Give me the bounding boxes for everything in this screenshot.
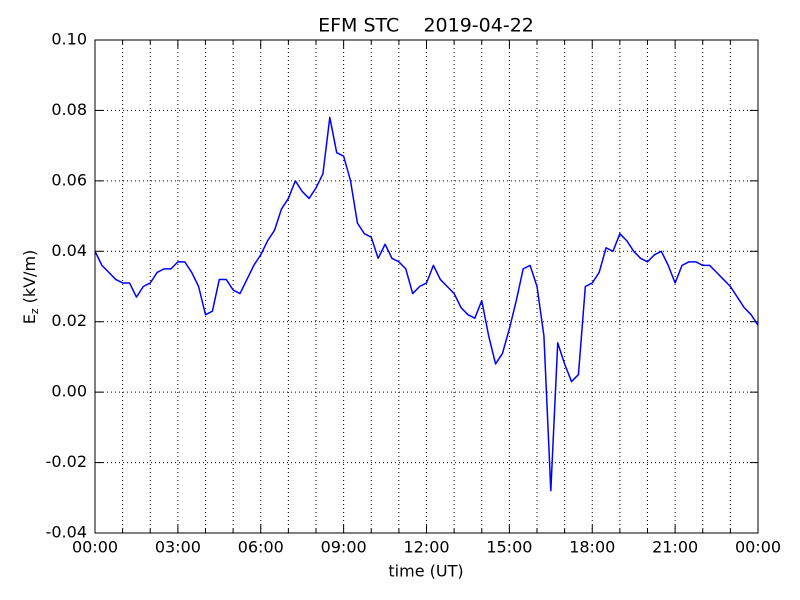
y-label-unit: (kV/m) (20, 250, 39, 304)
x-tick-label: 00:00 (72, 538, 118, 557)
x-tick-label: 21:00 (652, 538, 698, 557)
x-tick-label: 03:00 (155, 538, 201, 557)
y-label-main: E (20, 314, 39, 324)
y-tick-label: 0.06 (51, 170, 87, 189)
y-tick-label: -0.04 (46, 523, 87, 542)
data-line (94, 116, 759, 492)
y-tick-label: 0.00 (51, 382, 87, 401)
y-tick-label: -0.02 (46, 452, 87, 471)
x-axis-label: time (UT) (388, 562, 463, 581)
y-tick-label: 0.04 (51, 241, 87, 260)
y-tick-label: 0.02 (51, 311, 87, 330)
x-tick-label: 12:00 (403, 538, 449, 557)
y-label-subscript: z (28, 308, 41, 314)
x-tick-label: 09:00 (321, 538, 367, 557)
x-tick-label: 00:00 (735, 538, 781, 557)
plot-frame (94, 39, 759, 534)
x-tick-label: 06:00 (238, 538, 284, 557)
y-tick-label: 0.10 (51, 30, 87, 49)
x-tick-label: 15:00 (486, 538, 532, 557)
y-tick-label: 0.08 (51, 100, 87, 119)
chart-title: EFM STC 2019-04-22 (318, 15, 534, 37)
x-tick-label: 18:00 (569, 538, 615, 557)
y-axis-label: Ez (kV/m) (20, 250, 42, 325)
